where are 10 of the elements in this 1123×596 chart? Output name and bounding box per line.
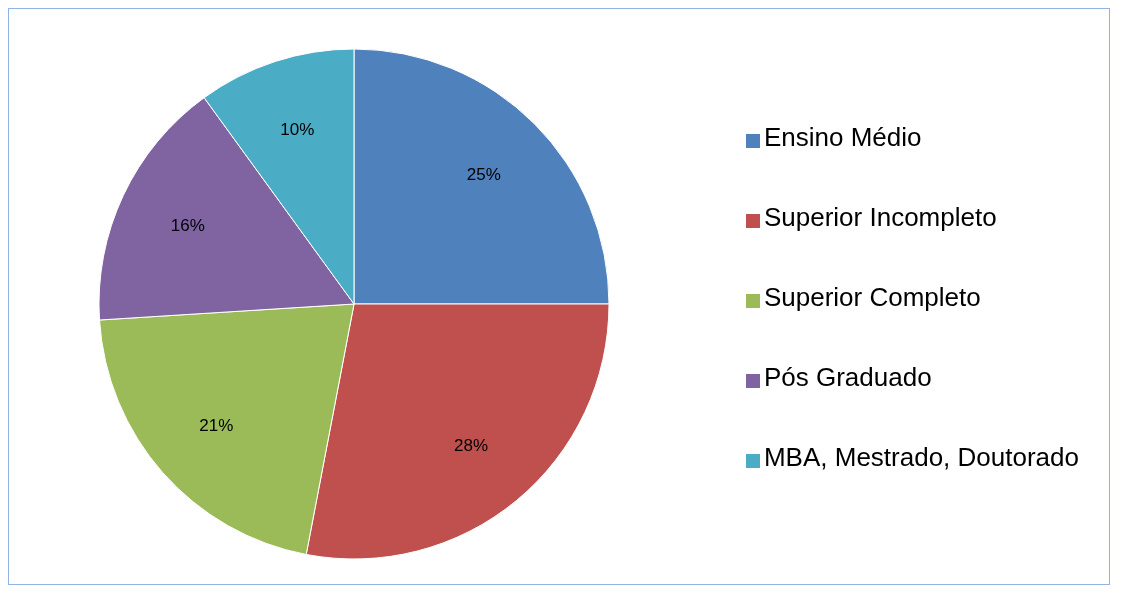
legend-label: Pós Graduado — [763, 361, 932, 392]
data-label: 25% — [466, 164, 501, 184]
legend-label: Ensino Médio — [763, 121, 922, 152]
data-label: 28% — [454, 435, 489, 455]
data-label: 16% — [170, 216, 205, 236]
legend-label: MBA, Mestrado, Doutorado — [763, 441, 1079, 472]
legend-label: Superior Completo — [763, 281, 981, 312]
data-label: 21% — [199, 415, 234, 435]
data-label: 10% — [280, 119, 315, 139]
legend-label: Superior Incompleto — [763, 201, 997, 232]
